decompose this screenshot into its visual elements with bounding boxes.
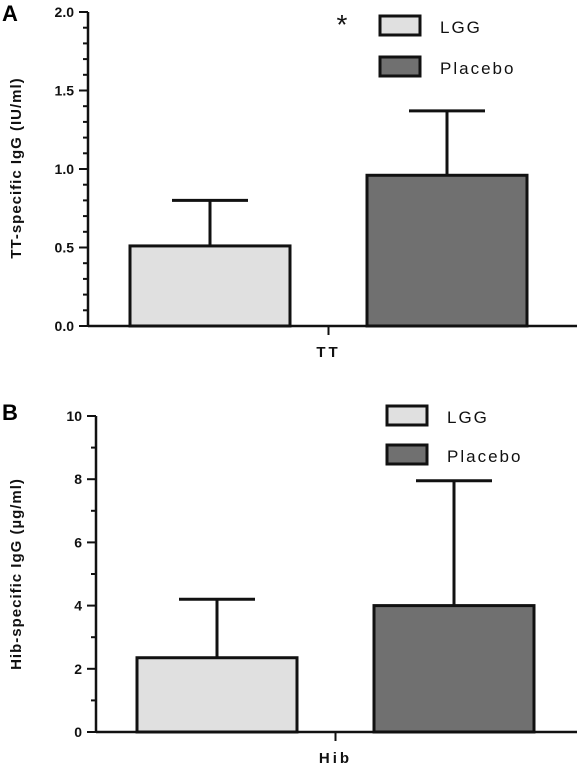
panel-a-category-label: TT [316, 344, 340, 361]
panel-a-legend-label-placebo: Placebo [440, 59, 515, 78]
y-tick-label: 2.0 [55, 4, 75, 20]
panel-a-legend-swatch-lgg [378, 14, 422, 37]
y-tick-label: 10 [66, 408, 82, 424]
panel-b-legend-label-lgg: LGG [447, 408, 489, 427]
bar-lgg [135, 656, 299, 734]
panel-a-bars [128, 109, 529, 328]
panel-b-y-axis: 0 2 4 6 8 10 [66, 408, 98, 740]
panel-b-legend-swatch-placebo [385, 443, 429, 466]
y-tick-label: 1.0 [55, 161, 75, 177]
y-tick-label: 0.0 [55, 318, 75, 334]
y-tick-label: 0.5 [55, 240, 75, 256]
panel-a: A TT-specific IgG (IU/ml) 0.0 0.5 1.0 1.5 2.… [2, 1, 577, 361]
panel-a-legend-swatch-placebo [378, 55, 422, 78]
panel-a-significance-marker: * [337, 9, 348, 40]
panel-a-legend: LGG Placebo [378, 14, 515, 78]
panel-b-bars [135, 479, 536, 734]
panel-b-y-axis-title: Hib-specific IgG (µg/ml) [8, 478, 25, 670]
panel-a-label: A [2, 1, 18, 26]
y-tick-label: 6 [74, 534, 82, 550]
y-tick-label: 8 [74, 471, 82, 487]
bar-lgg [128, 244, 292, 328]
bar-placebo [365, 173, 529, 328]
panel-b-label: B [2, 400, 18, 425]
panel-a-legend-label-lgg: LGG [440, 18, 482, 37]
panel-b-legend-label-placebo: Placebo [447, 447, 522, 466]
bar-placebo [372, 604, 536, 734]
y-tick-label: 2 [74, 661, 82, 677]
y-tick-label: 0 [74, 724, 82, 740]
y-tick-label: 4 [74, 598, 82, 614]
y-tick-label: 1.5 [55, 83, 75, 99]
panel-b-category-label: Hib [319, 750, 352, 767]
panel-a-y-axis-title: TT-specific IgG (IU/ml) [8, 77, 25, 258]
panel-b: B Hib-specific IgG (µg/ml) 0 2 4 6 8 10 Hib L… [2, 400, 577, 767]
panel-b-legend: LGG Placebo [385, 404, 522, 466]
panel-a-y-axis: 0.0 0.5 1.0 1.5 2.0 [55, 4, 90, 334]
panel-b-legend-swatch-lgg [385, 404, 429, 427]
